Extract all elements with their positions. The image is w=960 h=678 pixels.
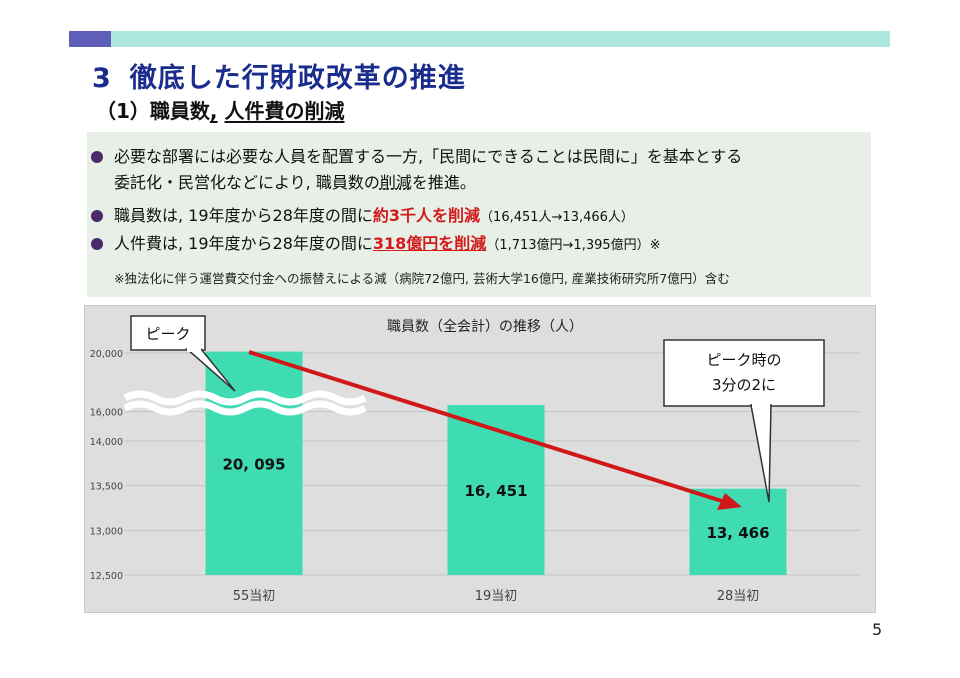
header-band bbox=[111, 31, 890, 47]
footnote: ※独法化に伴う運営費交付金への振替えによる減（病院72億円, 芸術大学16億円,… bbox=[114, 271, 730, 286]
y-tick-label: 20,000 bbox=[90, 349, 123, 360]
x-category-label: 28当初 bbox=[717, 589, 760, 604]
bullet-cost-highlight: 318億円を削減 bbox=[372, 234, 487, 253]
chart-title: 職員数（全会計）の推移（人） bbox=[387, 318, 583, 335]
bar-value-label: 13, 466 bbox=[706, 524, 769, 542]
bullet-cost-before: 人件費は, 19年度から28年度の間に bbox=[114, 234, 373, 253]
trend-arrowhead-icon bbox=[717, 493, 742, 510]
y-tick-label: 16,000 bbox=[90, 408, 123, 419]
chart-bars bbox=[205, 351, 787, 575]
chart-panel: 職員数（全会計）の推移（人） 20,000 16,000 14,000 13,500 1… bbox=[84, 305, 876, 613]
bullet-dot-icon bbox=[91, 210, 103, 222]
bar bbox=[205, 351, 303, 575]
page-subtitle: （1）職員数, 人件費の削減 bbox=[96, 95, 345, 124]
bullet-policy-line2-c: を推進。 bbox=[411, 173, 476, 192]
subtitle-separator: , bbox=[209, 99, 218, 123]
header-accent-block bbox=[69, 31, 111, 47]
bullet-staff-after: （16,451人→13,466人） bbox=[480, 210, 634, 225]
subtitle-prefix: （1）職員数 bbox=[96, 99, 210, 123]
bullet-cost-after: （1,713億円→1,395億円）※ bbox=[486, 238, 661, 253]
callout-reduction-line1: ピーク時の bbox=[706, 351, 781, 369]
y-tick-label: 14,000 bbox=[90, 437, 123, 448]
axis-break-line-lower bbox=[123, 400, 367, 416]
section-number: 3 bbox=[92, 63, 112, 94]
callout-peak-text: ピーク bbox=[145, 325, 190, 343]
bullet-dot-icon bbox=[91, 151, 103, 163]
bullet-staff-text: 職員数は, 19年度から28年度の間に約3千人を削減（16,451人→13,46… bbox=[114, 203, 634, 231]
callout-reduction-joint bbox=[752, 402, 770, 408]
chart-x-axis: 55当初 19当初 28当初 bbox=[233, 589, 760, 604]
callout-reduction-pointer bbox=[750, 404, 772, 503]
page-number: 5 bbox=[872, 620, 883, 639]
subtitle-rest: 人件費の削減 bbox=[224, 99, 345, 123]
chart-y-axis: 20,000 16,000 14,000 13,500 13,000 12,500 bbox=[90, 349, 123, 582]
callout-peak-joint bbox=[187, 346, 201, 352]
bullet-staff-before: 職員数は, 19年度から28年度の間に bbox=[114, 206, 373, 225]
x-category-label: 19当初 bbox=[475, 589, 518, 604]
x-category-label: 55当初 bbox=[233, 589, 276, 604]
chart-svg: 職員数（全会計）の推移（人） 20,000 16,000 14,000 13,500 1… bbox=[90, 315, 860, 604]
chart-value-labels: 20, 095 16, 451 13, 466 bbox=[222, 455, 769, 542]
y-tick-label: 13,500 bbox=[90, 482, 123, 493]
bullet-policy-line2-a: 委託化・民営化などにより, 職員数の bbox=[114, 173, 380, 192]
callout-peak: ピーク bbox=[130, 315, 236, 392]
callout-reduction-box bbox=[663, 339, 825, 407]
bullet-dot-icon bbox=[91, 238, 103, 250]
callout-reduction-line2: 3分の2に bbox=[712, 376, 776, 394]
y-tick-label: 12,500 bbox=[90, 571, 123, 582]
bar bbox=[689, 488, 787, 575]
axis-break-line-upper bbox=[123, 390, 367, 406]
trend-arrow-line bbox=[248, 350, 726, 504]
title-text: 徹底した行財政改革の推進 bbox=[129, 63, 466, 94]
bullet-policy-line2: 委託化・民営化などにより, 職員数の削減を推進。 bbox=[114, 170, 476, 196]
bar-value-label: 20, 095 bbox=[222, 455, 285, 473]
page-title: 3 徹底した行財政改革の推進 bbox=[92, 56, 466, 95]
info-panel: 必要な部署には必要な人員を配置する一方,「民間にできることは民間に」を基本とする… bbox=[87, 132, 871, 297]
bar-value-label: 16, 451 bbox=[464, 482, 527, 500]
axis-break-wave bbox=[123, 390, 367, 416]
bullet-policy-line2-b: 削減 bbox=[379, 173, 412, 192]
bullet-cost-text: 人件費は, 19年度から28年度の間に318億円を削減（1,713億円→1,39… bbox=[114, 231, 661, 259]
bar bbox=[447, 405, 545, 575]
bullet-policy-line1: 必要な部署には必要な人員を配置する一方,「民間にできることは民間に」を基本とする bbox=[114, 147, 743, 166]
callout-peak-box bbox=[130, 315, 206, 351]
y-tick-label: 13,000 bbox=[90, 526, 123, 537]
callout-reduction: ピーク時の 3分の2に bbox=[663, 339, 825, 503]
bullet-staff-highlight: 約3千人を削減 bbox=[372, 206, 481, 225]
